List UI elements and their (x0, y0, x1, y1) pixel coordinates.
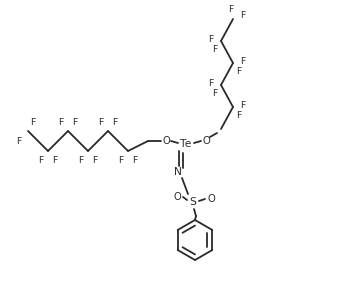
Text: F: F (132, 155, 138, 165)
Text: F: F (236, 110, 241, 120)
Text: Te: Te (180, 139, 192, 149)
Text: S: S (190, 197, 196, 207)
Text: F: F (78, 155, 84, 165)
Text: F: F (240, 10, 246, 20)
Text: F: F (236, 66, 241, 76)
Text: O: O (202, 136, 210, 146)
Text: O: O (207, 194, 215, 204)
Text: F: F (240, 57, 246, 65)
Text: F: F (98, 118, 104, 126)
Text: F: F (212, 88, 218, 98)
Text: F: F (58, 118, 64, 126)
Text: F: F (93, 155, 98, 165)
Text: O: O (162, 136, 170, 146)
Text: N: N (174, 167, 182, 177)
Text: F: F (52, 155, 58, 165)
Text: O: O (173, 192, 181, 202)
Text: F: F (240, 100, 246, 110)
Text: F: F (17, 136, 22, 145)
Text: F: F (212, 44, 218, 54)
Text: F: F (72, 118, 78, 126)
Text: F: F (39, 155, 44, 165)
Text: F: F (228, 5, 234, 13)
Text: F: F (208, 79, 214, 88)
Text: F: F (118, 155, 123, 165)
Text: F: F (208, 35, 214, 43)
Text: F: F (112, 118, 118, 126)
Text: F: F (30, 118, 36, 126)
